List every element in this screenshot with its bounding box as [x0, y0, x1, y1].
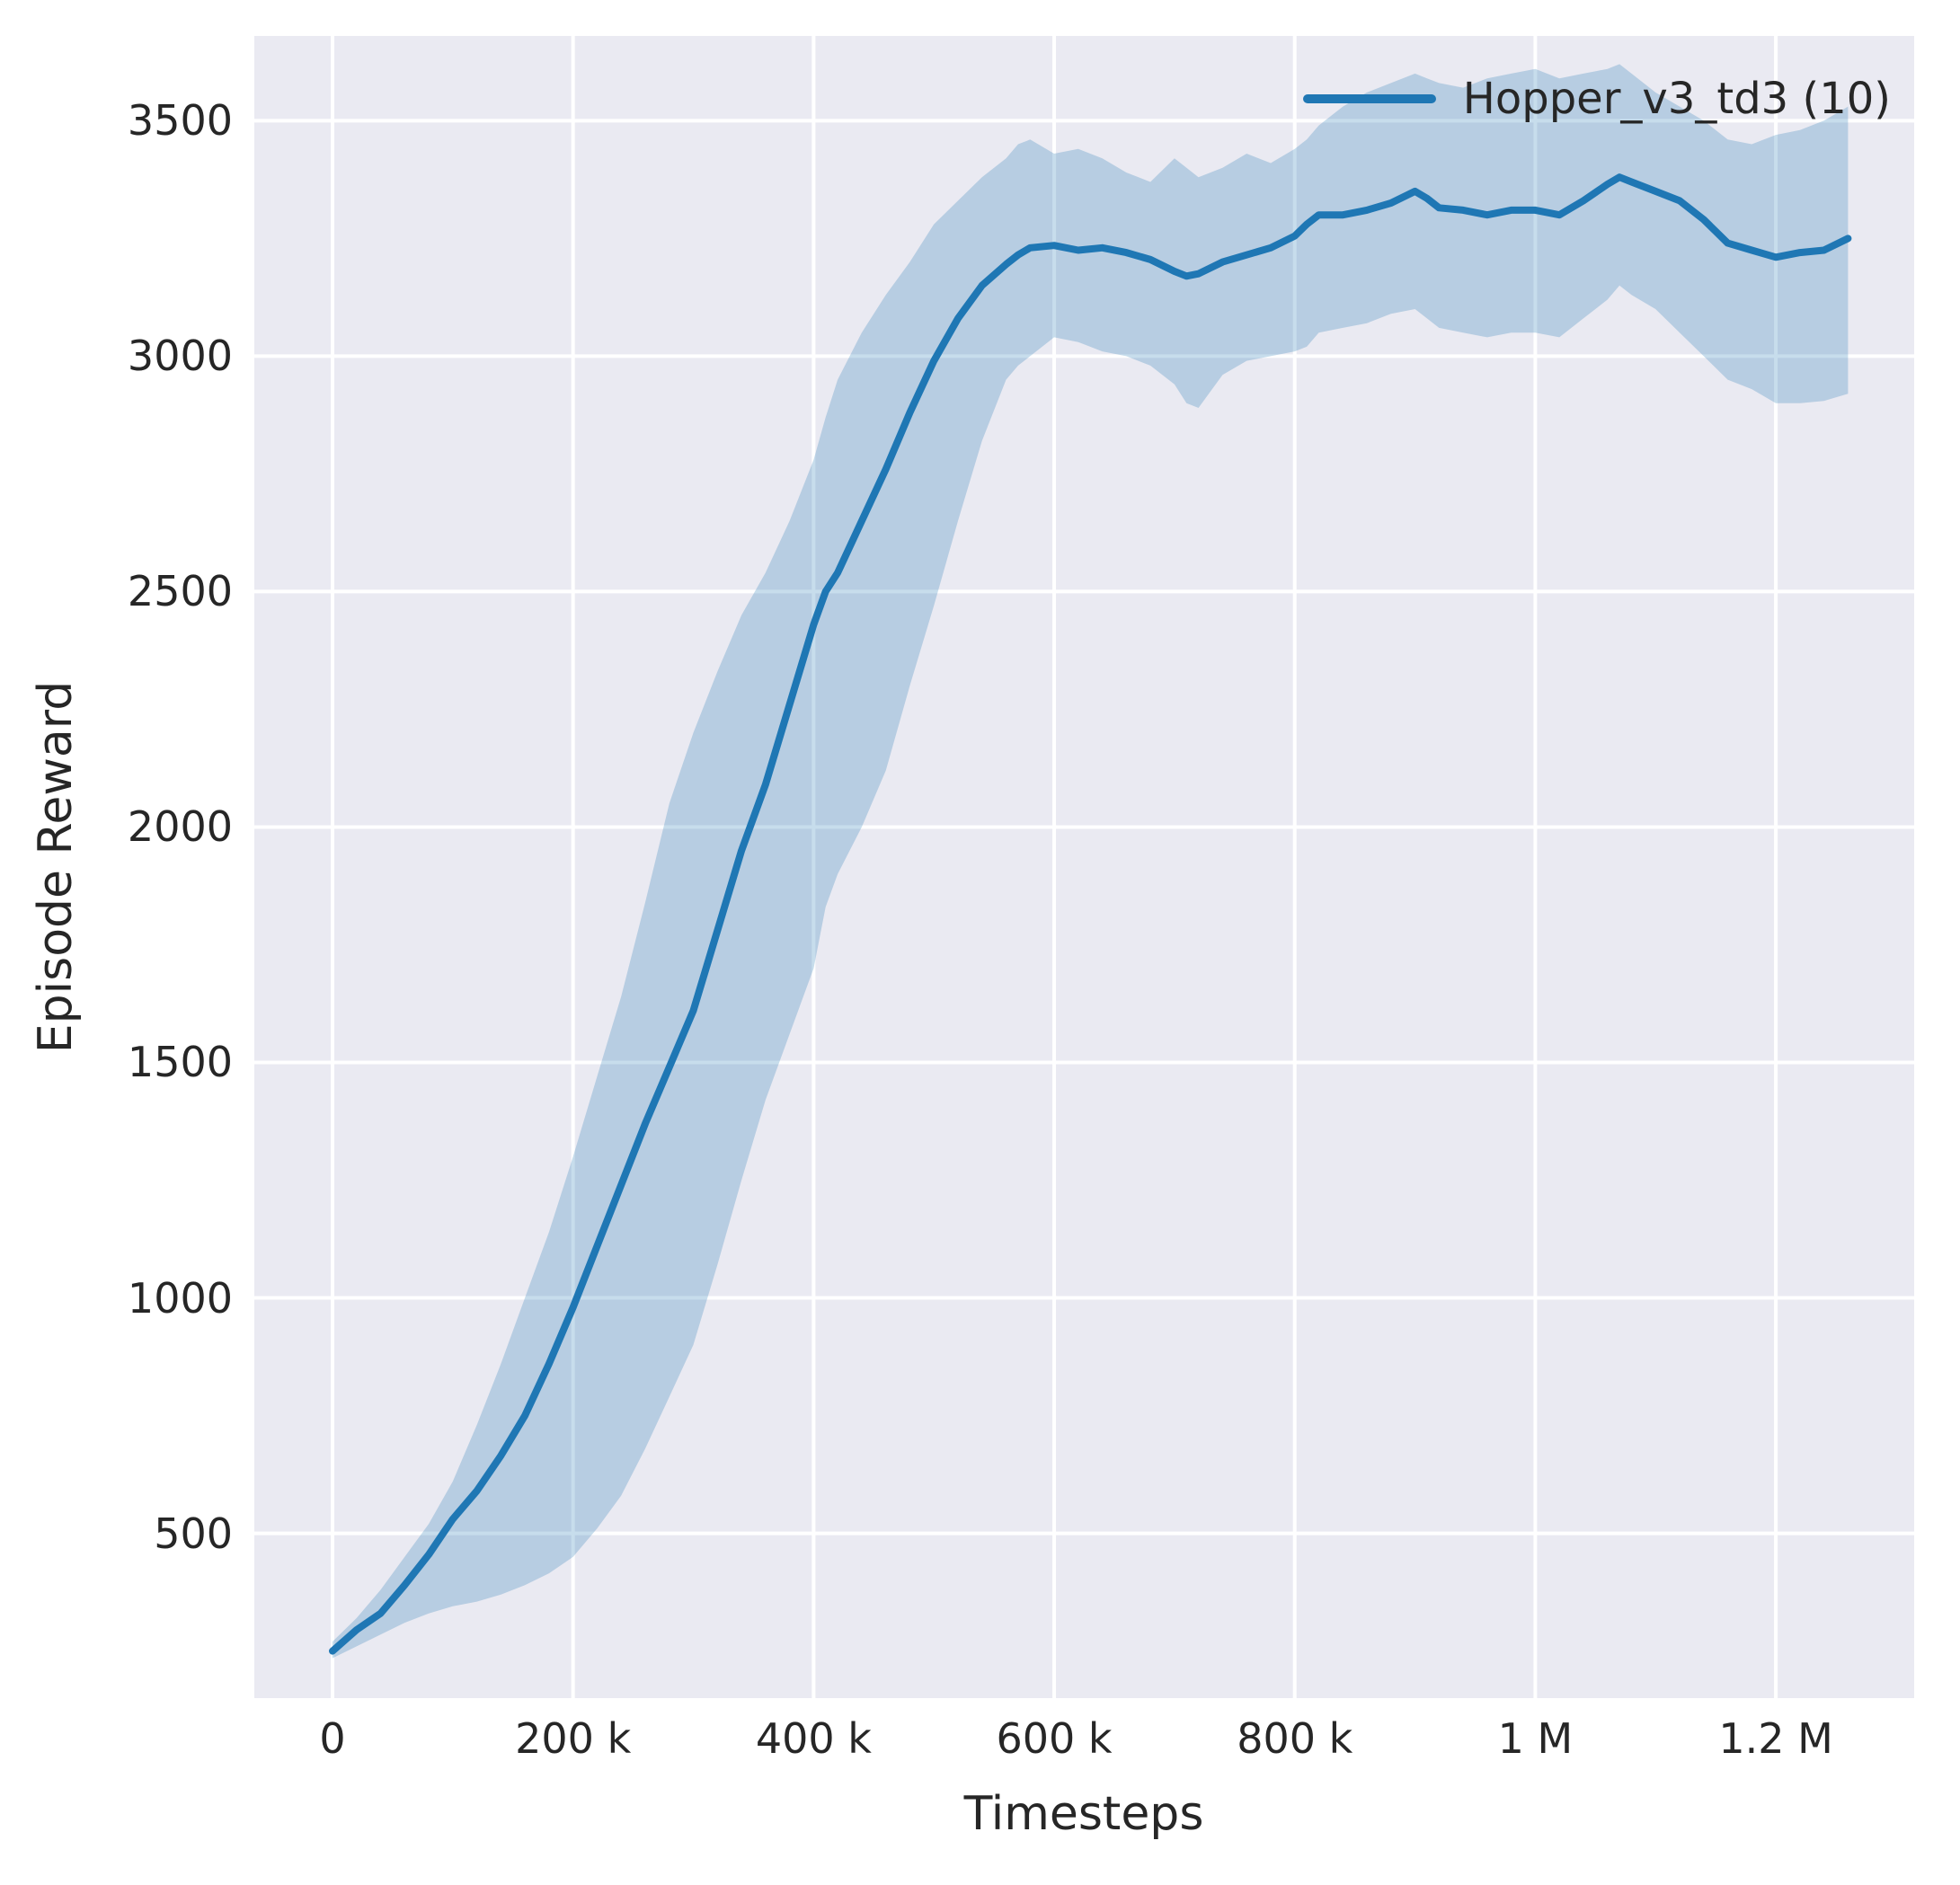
x-tick-label: 400 k [755, 1714, 872, 1763]
y-tick-label: 1500 [127, 1038, 233, 1087]
y-axis-label: Episode Reward [29, 680, 83, 1054]
confidence-band [333, 64, 1849, 1659]
x-tick-label: 800 k [1237, 1714, 1353, 1763]
y-tick-label: 1000 [127, 1273, 233, 1323]
gridlines [254, 36, 1914, 1698]
x-tick-label: 1.2 M [1718, 1714, 1833, 1763]
plot-area: Hopper_v3_td3 (10) [254, 36, 1914, 1698]
y-tick-label: 2500 [127, 567, 233, 616]
y-tick-label: 3000 [127, 332, 233, 381]
y-tick-label: 500 [154, 1509, 233, 1558]
legend-entry-label: Hopper_v3_td3 (10) [1462, 74, 1891, 124]
x-tick-label: 600 k [996, 1714, 1113, 1763]
x-tick-label: 0 [319, 1714, 346, 1763]
x-tick-label: 200 k [515, 1714, 632, 1763]
x-tick-label: 1 M [1497, 1714, 1574, 1763]
legend: Hopper_v3_td3 (10) [1302, 74, 1891, 124]
y-tick-label: 2000 [127, 802, 233, 852]
y-tick-label: 3500 [127, 96, 233, 146]
mean-line [329, 173, 1852, 1655]
legend-line-sample [1302, 94, 1436, 104]
chart-svg [254, 36, 1914, 1698]
x-axis-label: Timesteps [963, 1787, 1204, 1841]
